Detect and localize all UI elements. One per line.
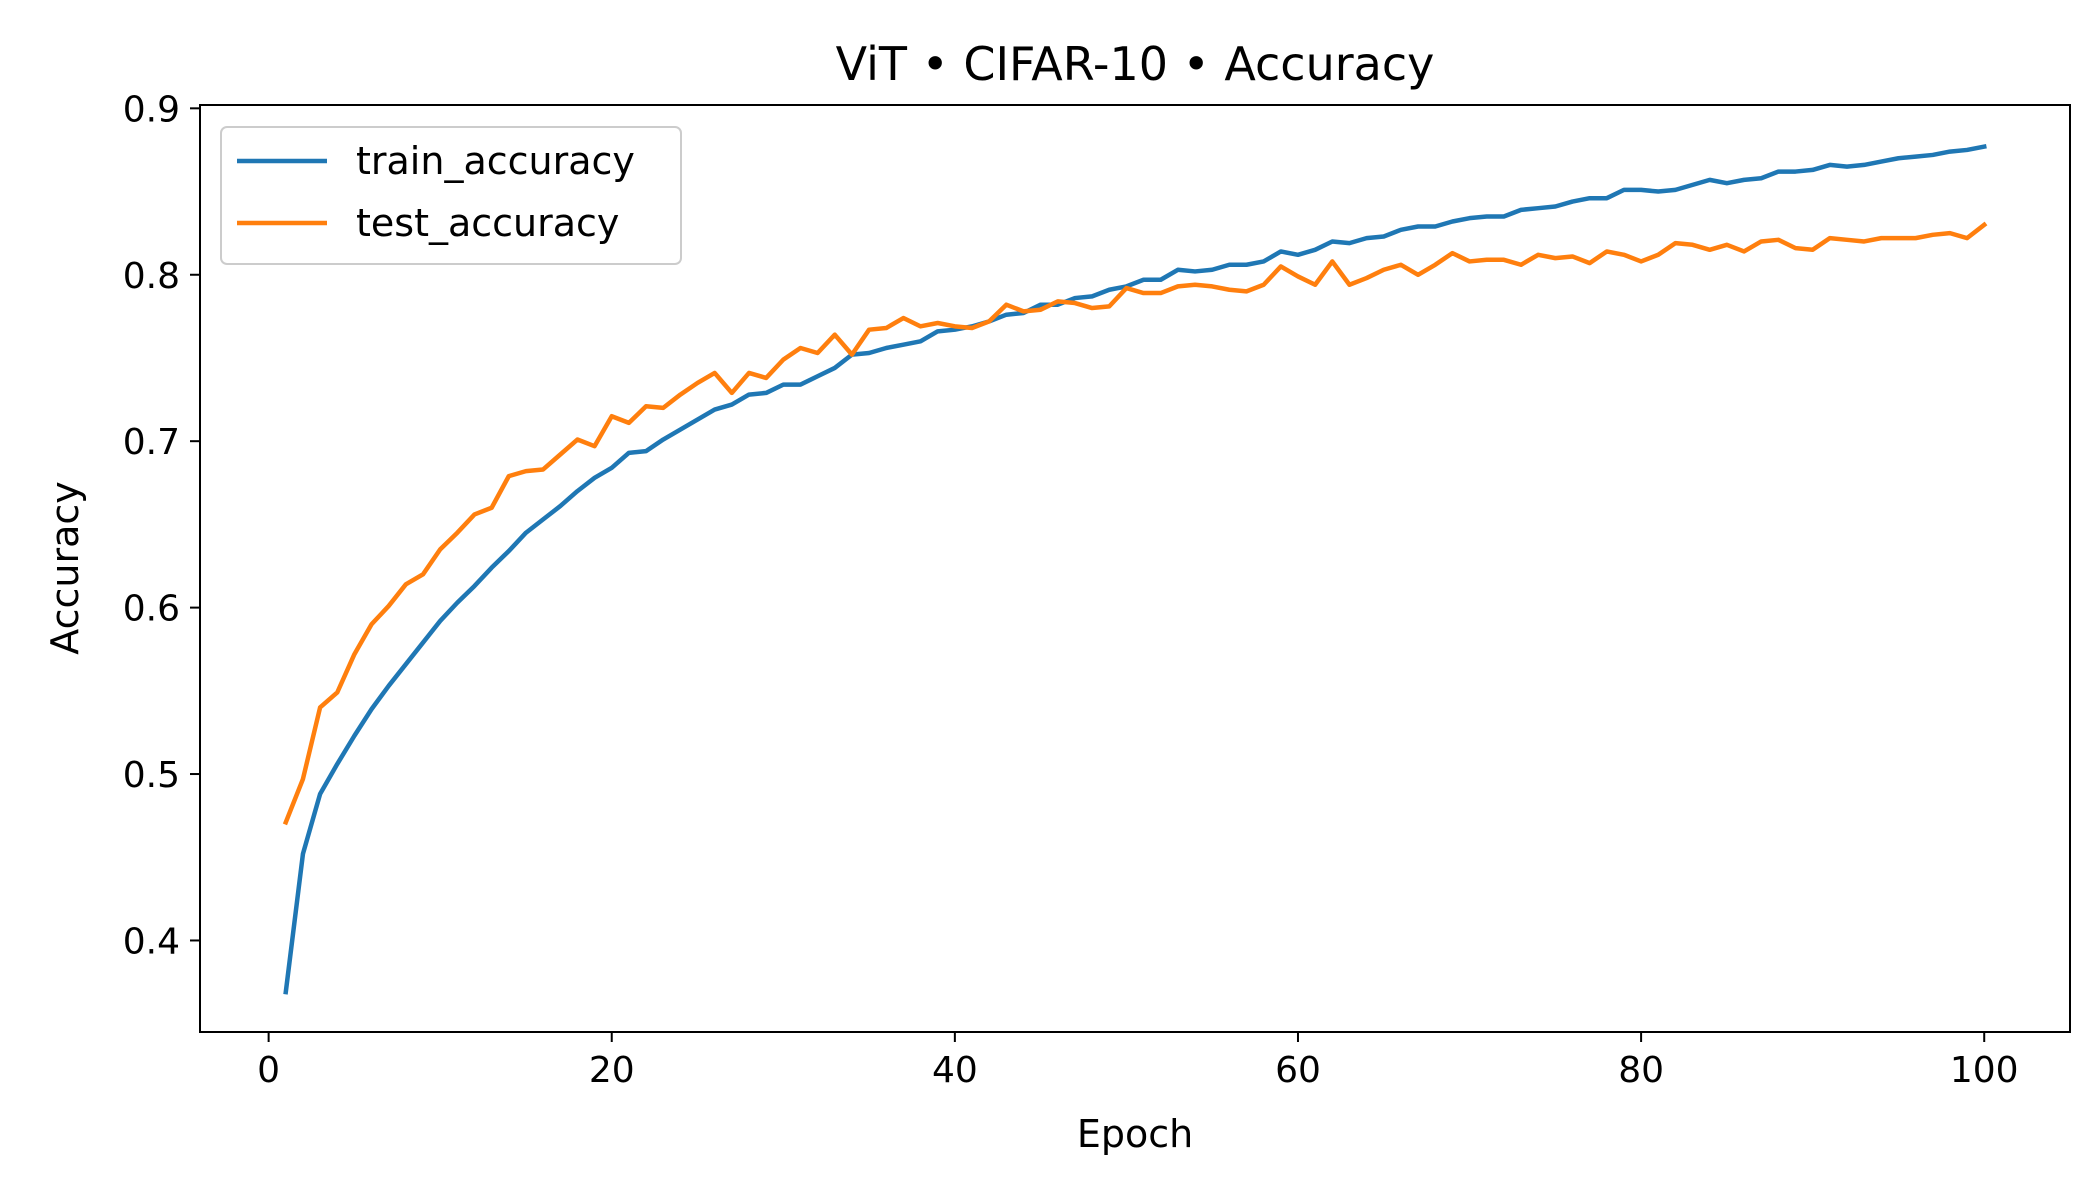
y-axis-label: Accuracy	[43, 481, 87, 655]
x-tick-label: 100	[1950, 1050, 2019, 1091]
legend: train_accuracy test_accuracy	[220, 126, 682, 265]
plot-frame	[199, 104, 2071, 1033]
y-axis-ticks: 0.4 0.5 0.6 0.7 0.8 0.9	[123, 89, 200, 962]
y-tick-label: 0.8	[123, 256, 180, 297]
chart-title: ViT • CIFAR-10 • Accuracy	[836, 37, 1435, 91]
y-tick-label: 0.5	[123, 755, 180, 796]
legend-label-test-accuracy: test_accuracy	[356, 201, 619, 245]
legend-label-train-accuracy: train_accuracy	[356, 139, 635, 183]
plot-lines	[282, 143, 1988, 995]
x-axis-label: Epoch	[1077, 1112, 1193, 1156]
y-tick-label: 0.6	[123, 589, 180, 630]
series-line-test-accuracy	[282, 221, 1988, 826]
y-tick-label: 0.7	[123, 422, 180, 463]
legend-box	[220, 126, 682, 265]
x-tick-label: 20	[589, 1050, 635, 1091]
x-tick-label: 80	[1618, 1050, 1664, 1091]
x-tick-label: 40	[932, 1050, 978, 1091]
x-axis-ticks: 0 20 40 60 80 100	[257, 1032, 2019, 1091]
x-tick-label: 0	[257, 1050, 280, 1091]
series-line-train-accuracy	[283, 143, 1987, 995]
y-tick-label: 0.4	[123, 921, 180, 962]
y-tick-label: 0.9	[123, 89, 180, 130]
x-tick-label: 60	[1275, 1050, 1321, 1091]
